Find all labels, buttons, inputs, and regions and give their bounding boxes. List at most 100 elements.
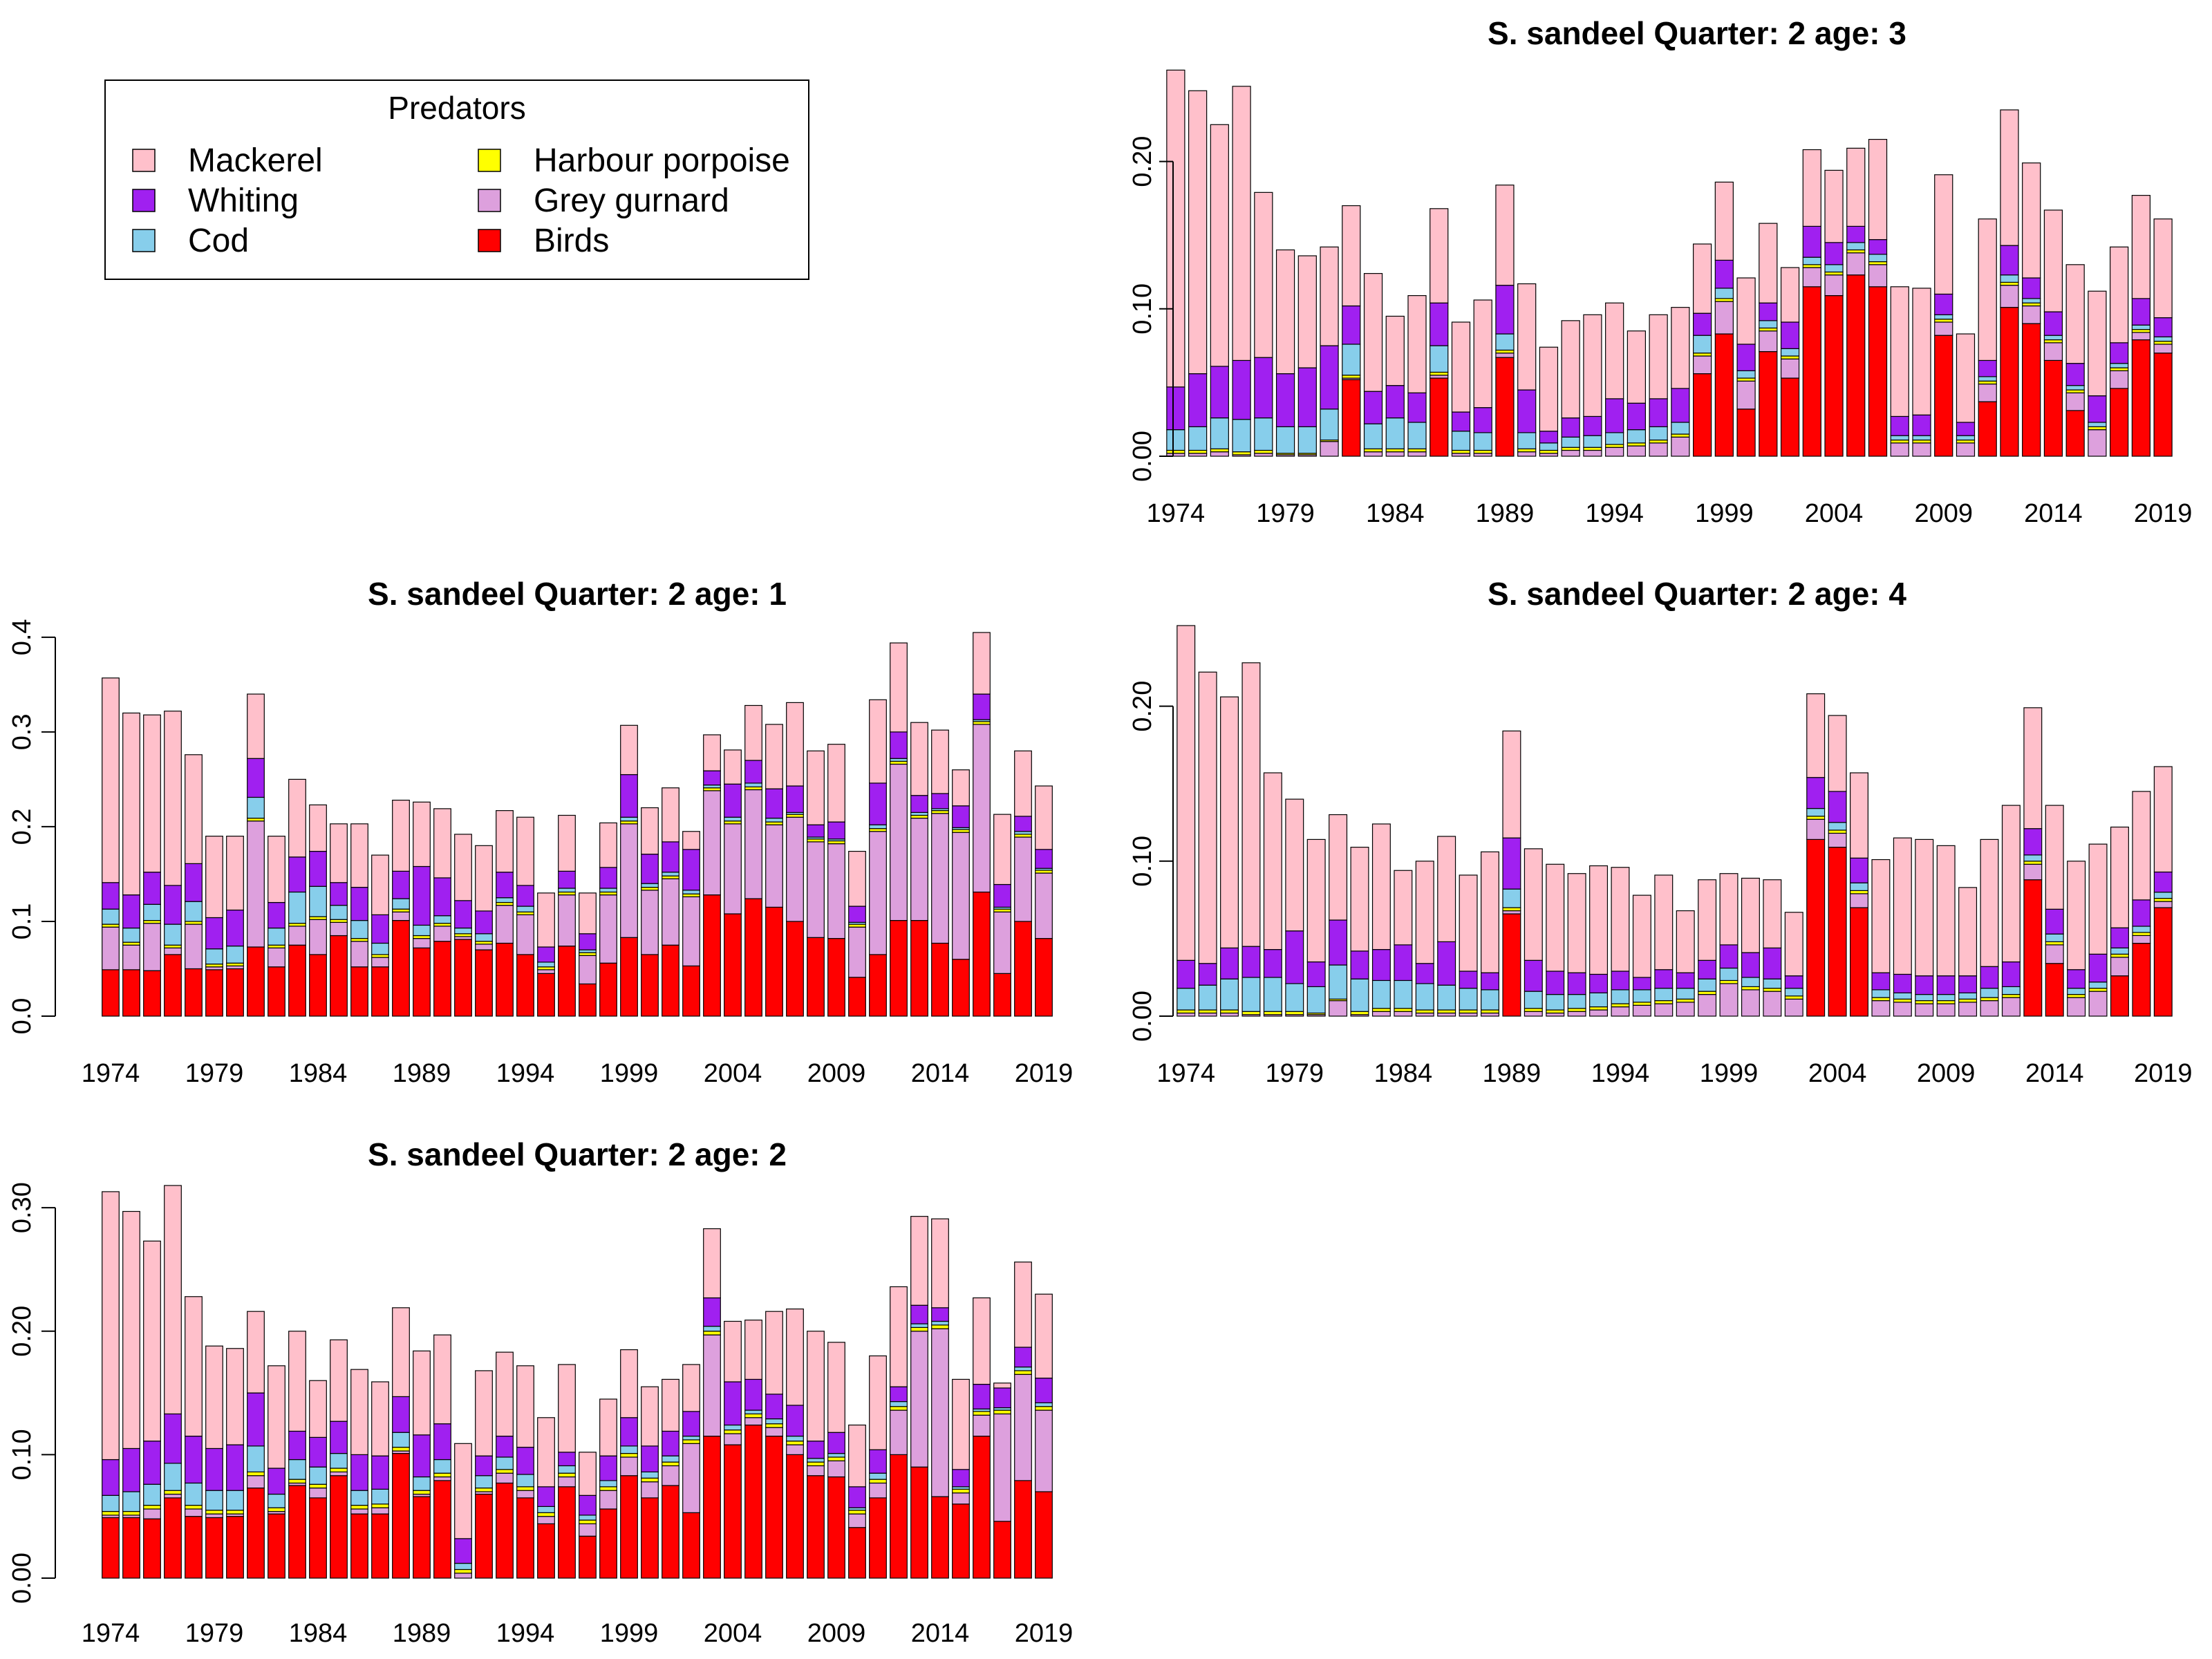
bar-segment-whiting	[350, 887, 368, 921]
x-tick-label: 2009	[1914, 499, 1973, 528]
x-tick-label: 2004	[1808, 1059, 1867, 1088]
bar-segment-birds	[1846, 274, 1866, 457]
bar-segment-birds	[890, 1454, 908, 1579]
bar-segment-mackerel	[205, 836, 223, 919]
bar-segment-mackerel	[2131, 195, 2151, 299]
bar-segment-mackerel	[1649, 314, 1668, 400]
bar-segment-mackerel	[226, 836, 244, 911]
bar-segment-birds	[1014, 921, 1032, 1017]
bar-segment-harbour-porpoise	[537, 1512, 555, 1517]
bar-segment-mackerel	[973, 1297, 991, 1385]
bar-segment-whiting	[1611, 971, 1630, 991]
bar-segment-birds	[765, 1435, 783, 1579]
bar-segment-cod	[1649, 426, 1668, 441]
bar-segment-cod	[122, 927, 140, 943]
bar-segment-whiting	[2088, 395, 2107, 423]
bar-segment-cod	[1210, 417, 1229, 449]
bar-segment-grey-gurnard	[205, 966, 223, 971]
bar-segment-harbour-porpoise	[392, 1447, 410, 1452]
bar-segment-harbour-porpoise	[682, 1439, 700, 1444]
bar-segment-mackerel	[102, 677, 120, 883]
bar-segment-whiting	[122, 1447, 140, 1492]
bar-segment-whiting	[662, 841, 679, 873]
bar-segment-harbour-porpoise	[164, 1490, 182, 1495]
bar-segment-harbour-porpoise	[1430, 371, 1449, 376]
bar-segment-whiting	[1759, 302, 1778, 321]
bar-segment-whiting	[2001, 961, 2021, 988]
bar-segment-whiting	[1451, 411, 1471, 432]
bar-segment-birds	[848, 1527, 866, 1579]
bar-segment-harbour-porpoise	[620, 1453, 638, 1458]
bar-segment-grey-gurnard	[185, 1508, 203, 1517]
bar-segment-harbour-porpoise	[1363, 448, 1383, 453]
bar-segment-harbour-porpoise	[807, 1461, 825, 1467]
bar-segment-grey-gurnard	[1871, 1000, 1891, 1017]
bar-segment-grey-gurnard	[2088, 429, 2107, 457]
bar-segment-whiting	[744, 760, 762, 784]
bar-segment-mackerel	[1502, 730, 1521, 838]
bar-segment-birds	[1978, 401, 1997, 457]
bar-segment-grey-gurnard	[1459, 1012, 1478, 1017]
bar-segment-grey-gurnard	[413, 938, 431, 948]
bar-segment-mackerel	[1934, 174, 1953, 295]
bar-segment-birds	[350, 966, 368, 1017]
bar-segment-cod	[599, 888, 617, 893]
bar-segment-cod	[786, 1435, 804, 1442]
bar-segment-harbour-porpoise	[413, 935, 431, 939]
bar-segment-whiting	[848, 906, 866, 923]
bar-segment-whiting	[1342, 305, 1361, 345]
y-tick-label: 0.3	[8, 713, 37, 750]
bar-segment-whiting	[537, 946, 555, 963]
bar-segment-birds	[143, 970, 161, 1017]
bar-segment-whiting	[164, 885, 182, 925]
bar-segment-birds	[185, 968, 203, 1017]
bar-segment-grey-gurnard	[2110, 370, 2129, 389]
bar-segment-grey-gurnard	[724, 823, 742, 915]
bar-segment-birds	[827, 1476, 845, 1579]
bar-segment-cod	[1407, 422, 1427, 449]
bar-segment-cod	[1714, 288, 1734, 299]
x-axis: 1974 1979 1984 1989 1994 1999 2004 2009 2014 2019	[82, 1059, 1074, 1088]
bar-segment-cod	[1363, 423, 1383, 449]
x-axis: 1974 1979 1984 1989 1994 1999 2004 2009 2014 2019	[1147, 499, 2193, 528]
bar-segment-cod	[662, 872, 679, 877]
x-tick-label: 1974	[82, 1619, 140, 1648]
bar-segment-cod	[102, 1494, 120, 1512]
bar-segment-harbour-porpoise	[247, 817, 265, 822]
bar-segment-grey-gurnard	[454, 1573, 472, 1579]
bar-segment-cod	[1430, 345, 1449, 373]
bar-segment-harbour-porpoise	[2088, 426, 2107, 431]
bar-segment-cod	[309, 885, 327, 917]
bar-segment-harbour-porpoise	[952, 829, 970, 833]
bar-segment-birds	[1868, 286, 1888, 457]
bar-segment-whiting	[2045, 908, 2064, 935]
panel-title: S. sandeel Quarter: 2 age: 4	[1488, 576, 1906, 612]
bar-segment-whiting	[1846, 225, 1866, 243]
bar-segment-cod	[2001, 986, 2021, 995]
x-tick-label: 1994	[496, 1059, 555, 1088]
bar-segment-mackerel	[475, 1370, 493, 1456]
bar-segment-mackerel	[1893, 837, 1912, 975]
bar-segment-harbour-porpoise	[662, 875, 679, 879]
bar-segment-harbour-porpoise	[143, 1505, 161, 1510]
bar-segment-mackerel	[1846, 147, 1866, 227]
bar-segment-whiting	[1828, 791, 1847, 823]
bar-segment-whiting	[1285, 930, 1304, 984]
bar-segment-grey-gurnard	[1915, 1003, 1934, 1017]
legend-title: Predators	[388, 90, 525, 126]
bar-segment-whiting	[890, 731, 908, 759]
bar-segment-harbour-porpoise	[1517, 448, 1537, 453]
bar-segment-grey-gurnard	[952, 832, 970, 960]
bar-segment-harbour-porpoise	[1188, 449, 1208, 454]
bar-segment-mackerel	[1385, 315, 1405, 386]
bar-segment-whiting	[1232, 359, 1251, 420]
bar-segment-harbour-porpoise	[1394, 1008, 1413, 1012]
bar-segment-harbour-porpoise	[1936, 1000, 1956, 1004]
bar-segment-cod	[1481, 989, 1499, 1011]
bar-segment-harbour-porpoise	[744, 786, 762, 791]
bar-segment-birds	[205, 1517, 223, 1579]
bar-segment-harbour-porpoise	[1719, 980, 1738, 984]
bar-segment-cod	[122, 1491, 140, 1512]
bar-segment-mackerel	[1763, 879, 1782, 948]
